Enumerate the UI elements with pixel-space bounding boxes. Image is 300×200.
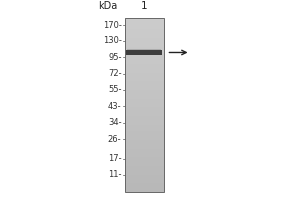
Bar: [124, 142, 164, 144]
Bar: [124, 60, 164, 62]
Text: 72-: 72-: [108, 69, 122, 78]
Bar: [124, 88, 164, 90]
Bar: [124, 73, 164, 75]
Bar: [124, 31, 164, 34]
Bar: [124, 44, 164, 47]
Bar: [124, 68, 164, 70]
Text: kDa: kDa: [98, 1, 118, 11]
Bar: [124, 77, 164, 79]
Bar: [124, 101, 164, 103]
Bar: [124, 164, 164, 166]
Bar: [124, 90, 164, 92]
Bar: [124, 42, 164, 44]
Bar: [124, 133, 164, 136]
Bar: [124, 92, 164, 94]
Bar: [124, 136, 164, 138]
Bar: [124, 168, 164, 170]
Bar: [124, 138, 164, 140]
Bar: [124, 110, 164, 112]
Bar: [124, 20, 164, 23]
Bar: [124, 157, 164, 160]
Bar: [124, 127, 164, 129]
Bar: [124, 173, 164, 175]
Text: 170-: 170-: [103, 21, 122, 30]
Text: 34-: 34-: [108, 118, 122, 127]
Bar: [124, 149, 164, 151]
Bar: [124, 75, 164, 77]
Bar: [124, 153, 164, 155]
Bar: [124, 94, 164, 97]
Bar: [124, 147, 164, 149]
Bar: [124, 179, 164, 181]
Bar: [124, 81, 164, 83]
Bar: [124, 18, 164, 192]
Bar: [124, 131, 164, 133]
Bar: [124, 166, 164, 168]
Bar: [124, 107, 164, 110]
Bar: [124, 183, 164, 186]
Bar: [124, 105, 164, 107]
Bar: [124, 18, 164, 20]
Bar: [124, 34, 164, 36]
Bar: [124, 144, 164, 147]
Bar: [124, 62, 164, 64]
Text: 55-: 55-: [108, 85, 122, 94]
Bar: [124, 64, 164, 66]
Bar: [124, 25, 164, 27]
Bar: [127, 49, 161, 50]
Bar: [124, 86, 164, 88]
Text: 11-: 11-: [108, 170, 122, 179]
Bar: [124, 103, 164, 105]
Bar: [124, 160, 164, 162]
Bar: [124, 97, 164, 99]
Bar: [124, 99, 164, 101]
Bar: [124, 170, 164, 173]
Bar: [124, 51, 164, 53]
Bar: [124, 140, 164, 142]
Bar: [124, 47, 164, 49]
Bar: [124, 112, 164, 114]
Text: 26-: 26-: [108, 135, 122, 144]
Bar: [124, 177, 164, 179]
Bar: [124, 66, 164, 68]
Bar: [124, 23, 164, 25]
Bar: [124, 55, 164, 57]
Bar: [124, 79, 164, 81]
Bar: [124, 175, 164, 177]
Bar: [124, 70, 164, 73]
Bar: [124, 162, 164, 164]
Bar: [124, 155, 164, 157]
Bar: [124, 53, 164, 55]
Bar: [124, 125, 164, 127]
Text: 17-: 17-: [108, 154, 122, 163]
Bar: [124, 151, 164, 153]
Bar: [124, 116, 164, 118]
Bar: [124, 27, 164, 29]
Text: 43-: 43-: [108, 102, 122, 111]
Bar: [124, 181, 164, 183]
Bar: [124, 49, 164, 51]
Bar: [124, 29, 164, 31]
Bar: [126, 50, 162, 55]
Bar: [124, 40, 164, 42]
Bar: [124, 83, 164, 86]
Bar: [124, 129, 164, 131]
Text: 95-: 95-: [108, 53, 122, 62]
Bar: [124, 114, 164, 116]
Bar: [124, 36, 164, 38]
Bar: [124, 38, 164, 40]
Bar: [124, 123, 164, 125]
Bar: [124, 57, 164, 60]
Bar: [124, 118, 164, 120]
Text: 130-: 130-: [103, 36, 122, 45]
Bar: [124, 186, 164, 188]
Bar: [124, 190, 164, 192]
Bar: [124, 120, 164, 123]
Bar: [124, 188, 164, 190]
Text: 1: 1: [141, 1, 147, 11]
